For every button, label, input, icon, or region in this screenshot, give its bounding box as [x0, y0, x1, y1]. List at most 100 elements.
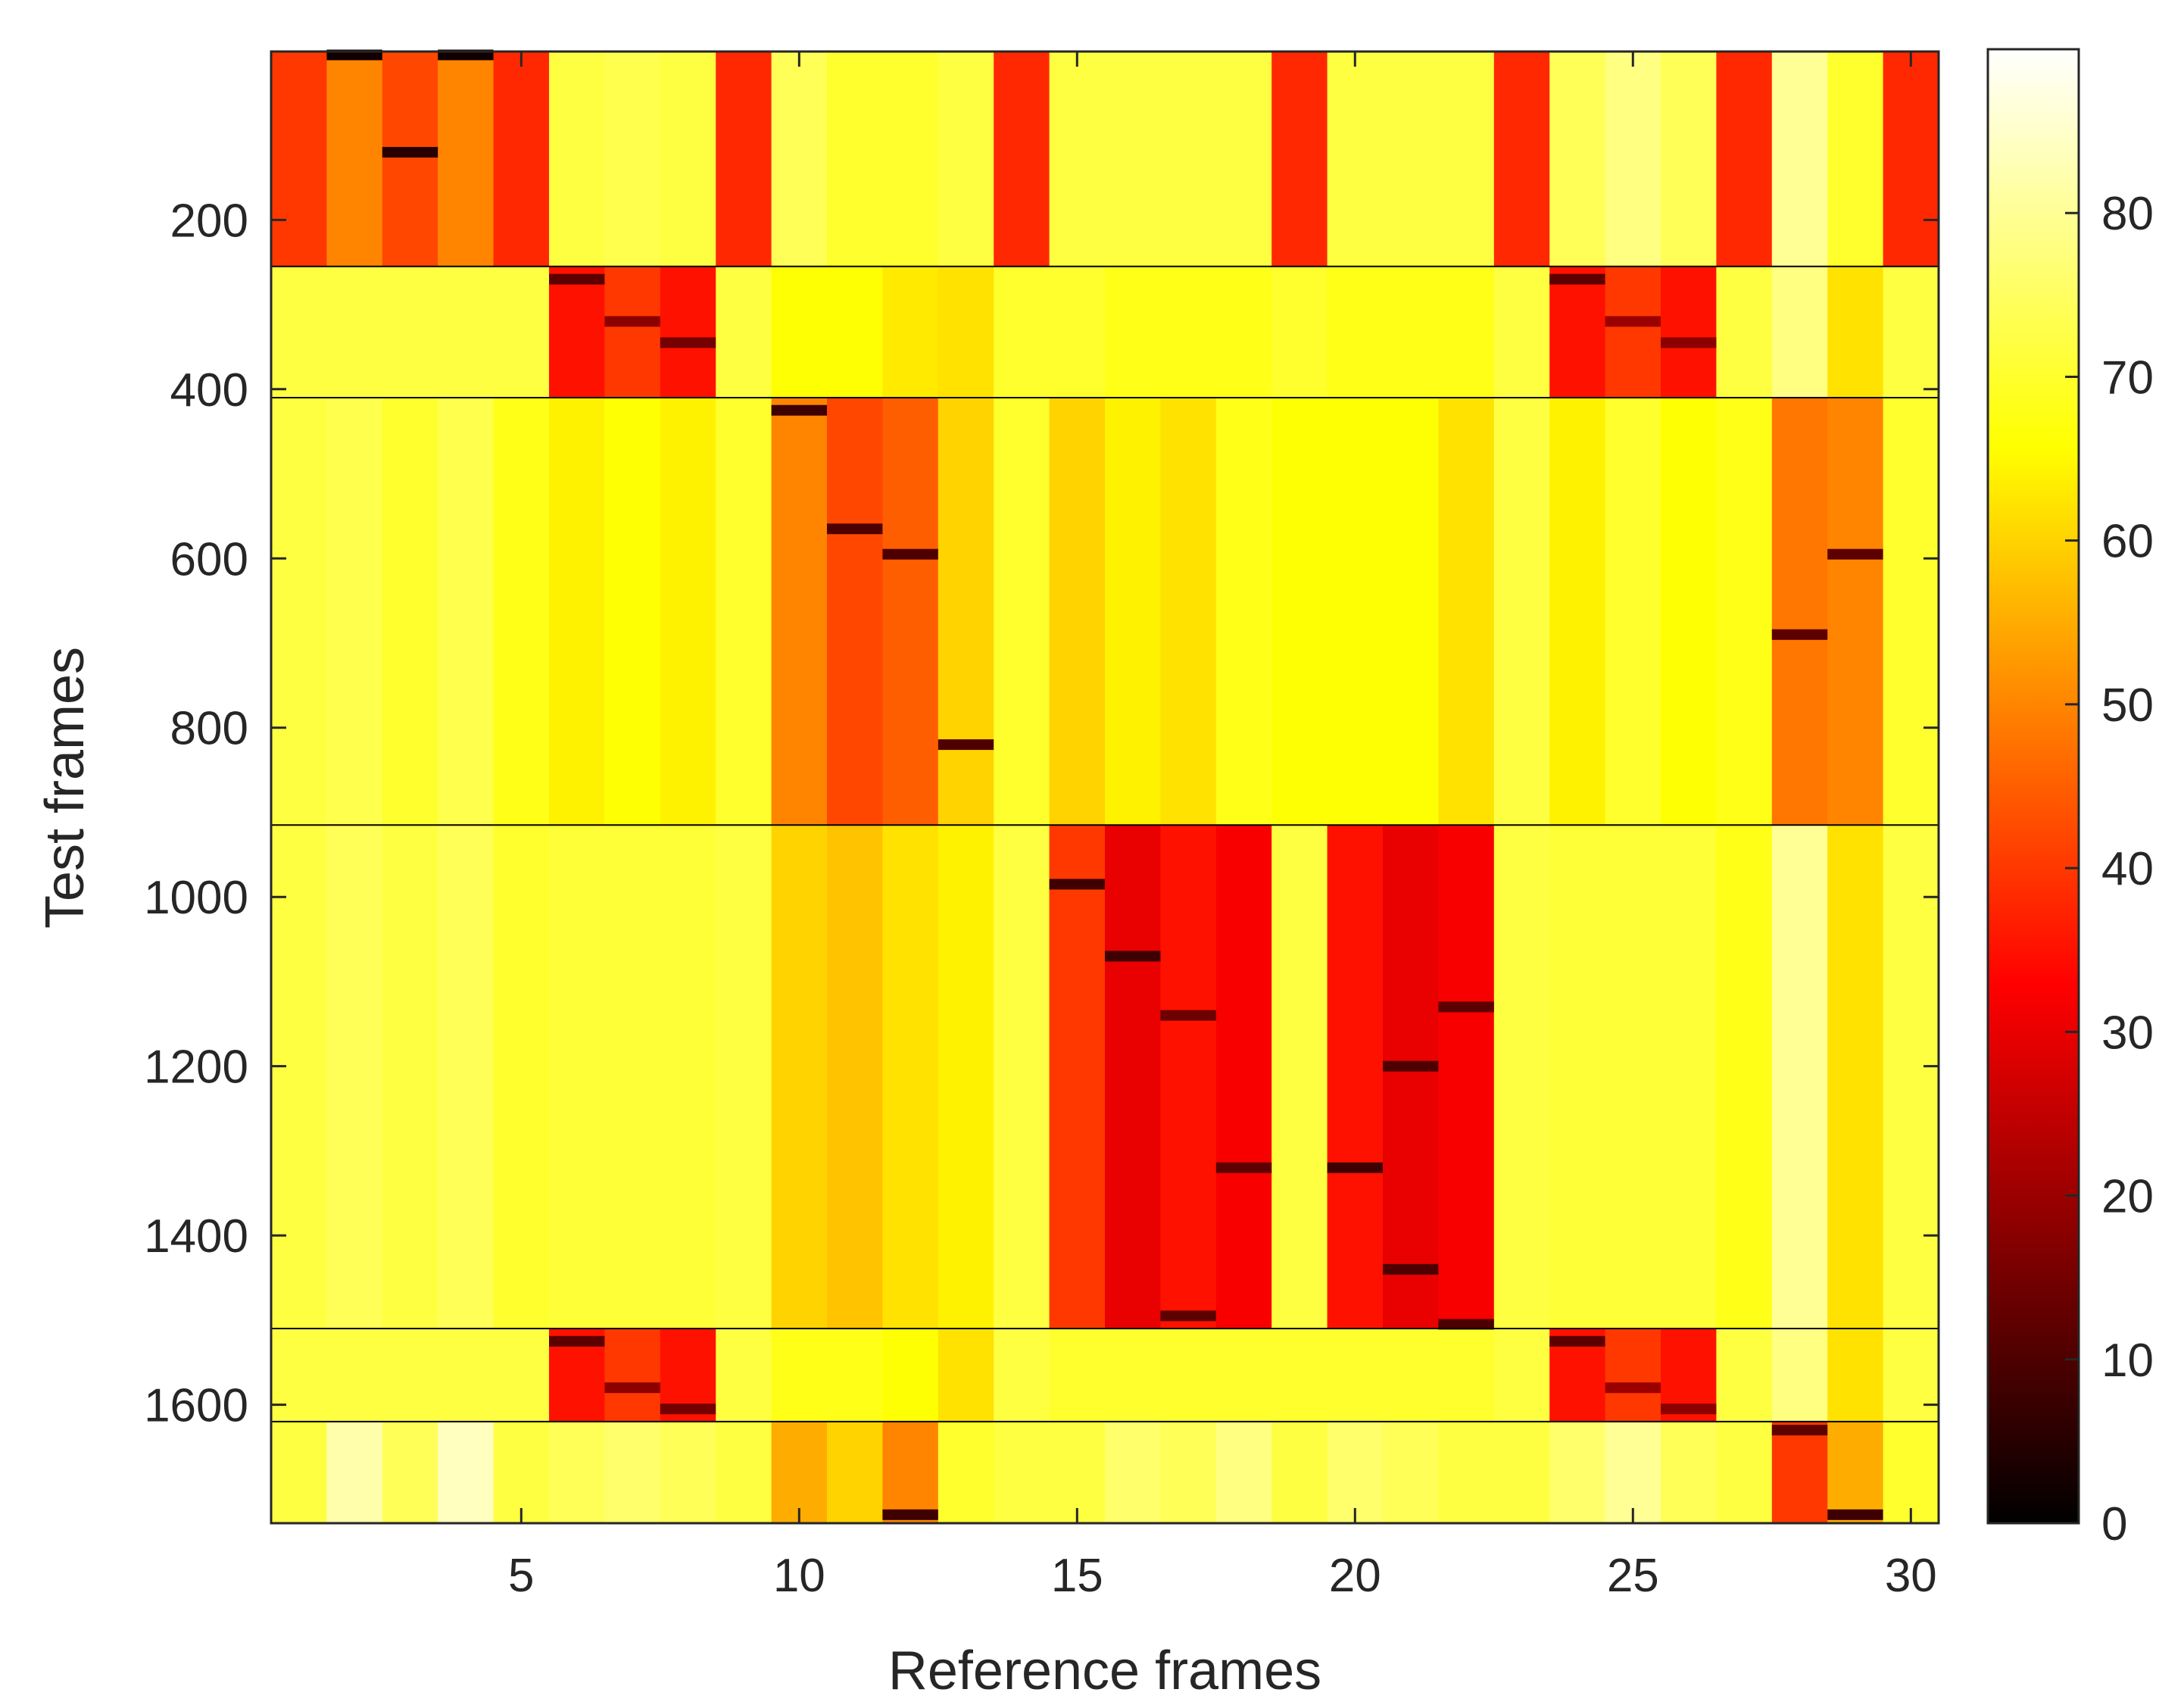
- colorbar-tick-label: 40: [2101, 843, 2154, 895]
- heatmap-minimum: [1771, 629, 1828, 640]
- heatmap-cell: [1605, 266, 1661, 398]
- heatmap-cell: [1771, 266, 1828, 398]
- heatmap-minimum: [660, 337, 716, 348]
- y-tick-label: 400: [170, 364, 248, 417]
- heatmap-minimum: [660, 1404, 716, 1415]
- heatmap-cell: [938, 1329, 994, 1422]
- heatmap-cell: [493, 52, 550, 267]
- heatmap-cell: [604, 825, 661, 1329]
- heatmap-cell: [994, 52, 1050, 267]
- heatmap-cell: [1049, 398, 1106, 826]
- heatmap-cell: [493, 1329, 550, 1422]
- heatmap-cell: [994, 825, 1050, 1329]
- colorbar-ticks: 0 10 20 30 40 50 60 70 80: [2065, 188, 2154, 1550]
- heatmap-cell: [1883, 266, 1939, 398]
- y-tick-label: 1400: [144, 1210, 248, 1263]
- heatmap-cell: [827, 1329, 883, 1422]
- heatmap-cell: [716, 1329, 772, 1422]
- heatmap-cell: [1827, 1329, 1884, 1422]
- heatmap-minimum: [1605, 1382, 1661, 1394]
- heatmap-cell: [1271, 1421, 1328, 1524]
- heatmap-cell: [1883, 1421, 1939, 1524]
- heatmap-minimum: [1605, 316, 1661, 327]
- heatmap-cell: [1661, 1421, 1717, 1524]
- colorbar-tick-label: 50: [2101, 679, 2154, 732]
- heatmap-cell: [1049, 52, 1106, 267]
- heatmap-cell: [1383, 1421, 1439, 1524]
- heatmap-cell: [882, 398, 939, 826]
- heatmap-minimum: [1661, 337, 1717, 348]
- heatmap-cell: [938, 398, 994, 826]
- heatmap-minimum: [882, 548, 938, 560]
- heatmap-cell: [660, 825, 716, 1329]
- heatmap-cell: [382, 1421, 438, 1524]
- heatmap-cell: [827, 52, 883, 267]
- heatmap-cell: [882, 52, 939, 267]
- heatmap-cell: [382, 1329, 438, 1422]
- heatmap-cell: [271, 825, 327, 1329]
- y-tick-label: 1000: [144, 872, 248, 924]
- heatmap-cell: [1271, 825, 1328, 1329]
- heatmap-minima: [326, 49, 1883, 1520]
- heatmap-cell: [827, 398, 883, 826]
- heatmap-minimum: [1827, 1509, 1883, 1520]
- heatmap-cell: [1383, 266, 1439, 398]
- heatmap-cell: [1215, 1421, 1272, 1524]
- heatmap-cell: [771, 266, 828, 398]
- heatmap-cell: [1661, 52, 1717, 267]
- heatmap-cell: [994, 398, 1050, 826]
- x-tick-label: 30: [1885, 1550, 1937, 1602]
- heatmap-cell: [1049, 266, 1106, 398]
- heatmap-cell: [1883, 52, 1939, 267]
- heatmap-cell: [1215, 398, 1272, 826]
- heatmap-minimum: [382, 147, 438, 158]
- heatmap-cell: [1716, 1421, 1773, 1524]
- heatmap-cell: [1661, 825, 1717, 1329]
- heatmap-cell: [994, 1421, 1050, 1524]
- heatmap-cell: [1716, 825, 1773, 1329]
- heatmap-cell: [1438, 266, 1495, 398]
- heatmap-minimum: [604, 316, 660, 327]
- heatmap-cell: [549, 266, 605, 398]
- heatmap-cell: [1271, 266, 1328, 398]
- heatmap-cell: [1771, 52, 1828, 267]
- y-tick-label: 1200: [144, 1041, 248, 1094]
- heatmap-cell: [1493, 1329, 1550, 1422]
- heatmap-cell: [1493, 266, 1550, 398]
- heatmap-minimum: [938, 739, 994, 751]
- heatmap-cell: [1105, 52, 1161, 267]
- heatmap-cell: [326, 1421, 383, 1524]
- heatmap-cell: [1438, 1329, 1495, 1422]
- heatmap-cell: [1771, 1421, 1828, 1524]
- heatmap-cell: [1549, 825, 1606, 1329]
- heatmap-cell: [604, 398, 661, 826]
- heatmap-cell: [1160, 398, 1217, 826]
- heatmap-cell: [1493, 52, 1550, 267]
- heatmap-cell: [1716, 1329, 1773, 1422]
- heatmap-cell: [938, 825, 994, 1329]
- heatmap-minimum: [1438, 1319, 1494, 1330]
- heatmap-minimum: [1549, 1335, 1605, 1347]
- heatmap-cell: [1438, 825, 1495, 1329]
- heatmap-cell: [1771, 398, 1828, 826]
- heatmap-cell: [326, 266, 383, 398]
- heatmap-cell: [1327, 1329, 1384, 1422]
- heatmap-cell: [1883, 1329, 1939, 1422]
- heatmap-cell: [1049, 1421, 1106, 1524]
- heatmap-cell: [1493, 825, 1550, 1329]
- heatmap-minimum: [882, 1509, 938, 1520]
- heatmap-cell: [660, 266, 716, 398]
- heatmap-cell: [1661, 398, 1717, 826]
- heatmap-cell: [994, 1329, 1050, 1422]
- heatmap-cell: [1327, 52, 1384, 267]
- heatmap-cell: [1327, 1421, 1384, 1524]
- heatmap-cell: [771, 398, 828, 826]
- heatmap-cell: [271, 52, 327, 267]
- heatmap-cell: [1605, 825, 1661, 1329]
- heatmap-cell: [326, 825, 383, 1329]
- heatmap-cell: [1327, 266, 1384, 398]
- heatmap-cell: [716, 398, 772, 826]
- x-tick-label: 5: [508, 1550, 534, 1602]
- heatmap-cell: [438, 398, 495, 826]
